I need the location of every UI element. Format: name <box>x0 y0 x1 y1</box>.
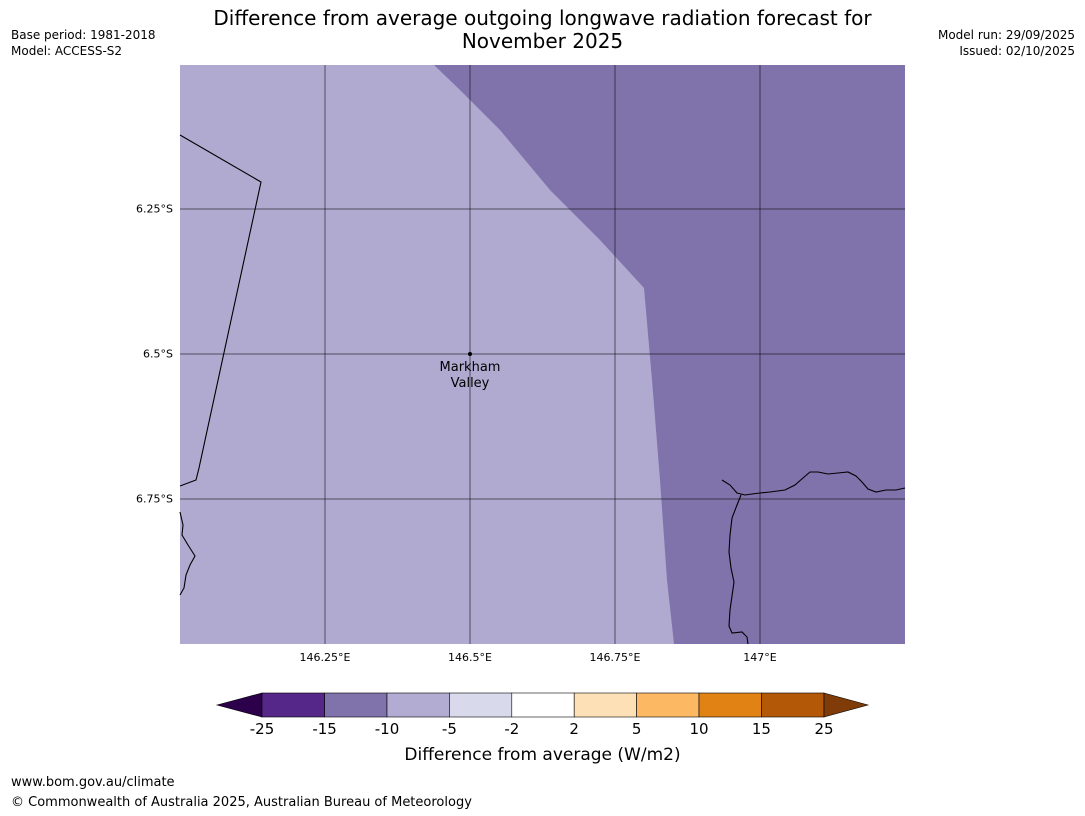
lat-label-6-75: 6.75°S <box>136 492 173 506</box>
colorbar-bin-5 <box>511 692 575 718</box>
lon-label-147: 147°E <box>743 651 777 664</box>
lon-label-146-75: 146.75°E <box>589 651 641 664</box>
colorbar-tick-label: 2 <box>569 720 579 738</box>
colorbar-title: Difference from average (W/m2) <box>404 745 681 765</box>
title-line-1: Difference from average outgoing longwav… <box>213 6 872 30</box>
colorbar-under-arrow <box>215 692 263 718</box>
colorbar-tick-label: -15 <box>312 720 337 738</box>
river-east <box>728 494 749 645</box>
title-line-2: November 2025 <box>461 29 624 53</box>
lon-label-146-5: 146.5°E <box>448 651 492 664</box>
colorbar-tick-label: -2 <box>504 720 520 738</box>
coastline-east <box>721 471 906 496</box>
colorbar-tick-label: 25 <box>814 720 834 738</box>
lon-label-146-25: 146.25°E <box>299 651 351 664</box>
colorbar-tick-label: 15 <box>751 720 771 738</box>
base-period: Base period: 1981-2018 <box>11 28 156 42</box>
colorbar-tick-label: 5 <box>631 720 642 738</box>
lat-label-6-5: 6.5°S <box>143 347 173 361</box>
place-name-line-2: Valley <box>450 376 490 391</box>
colorbar-tick-label: -25 <box>249 720 275 738</box>
colorbar-bin-6 <box>573 692 637 718</box>
colorbar-bin-4 <box>449 692 513 718</box>
place-name-line-1: Markham <box>439 360 501 375</box>
colorbar <box>215 692 870 718</box>
colorbar-tick-label: 10 <box>689 720 709 738</box>
map-title: Difference from average outgoing longwav… <box>150 7 935 53</box>
model-run: Model run: 29/09/2025 <box>937 28 1075 42</box>
colorbar-bin-3 <box>386 692 450 718</box>
coastline-west <box>179 511 196 596</box>
colorbar-over-arrow <box>823 692 870 718</box>
colorbar-bin-8 <box>698 692 762 718</box>
colorbar-bin-9 <box>761 692 825 718</box>
colorbar-bin-7 <box>636 692 700 718</box>
footer-url[interactable]: www.bom.gov.au/climate <box>11 775 175 790</box>
colorbar-bin-1 <box>261 692 325 718</box>
footer-copyright: © Commonwealth of Australia 2025, Austra… <box>11 795 472 810</box>
colorbar-tick-label: -5 <box>441 720 457 738</box>
colorbar-tick-label: -10 <box>374 720 400 738</box>
border-line-west <box>179 134 262 487</box>
issued-date: Issued: 02/10/2025 <box>959 44 1075 58</box>
meta-left: Base period: 1981-2018 Model: ACCESS-S2 <box>11 27 156 59</box>
lat-label-6-25: 6.25°S <box>136 202 173 216</box>
meta-right: Model run: 29/09/2025 Issued: 02/10/2025 <box>938 27 1075 59</box>
place-label: Markham Valley <box>440 360 501 392</box>
model-name: Model: ACCESS-S2 <box>11 44 123 58</box>
colorbar-bin-2 <box>324 692 388 718</box>
place-marker <box>468 352 472 356</box>
coastlines <box>179 134 906 645</box>
